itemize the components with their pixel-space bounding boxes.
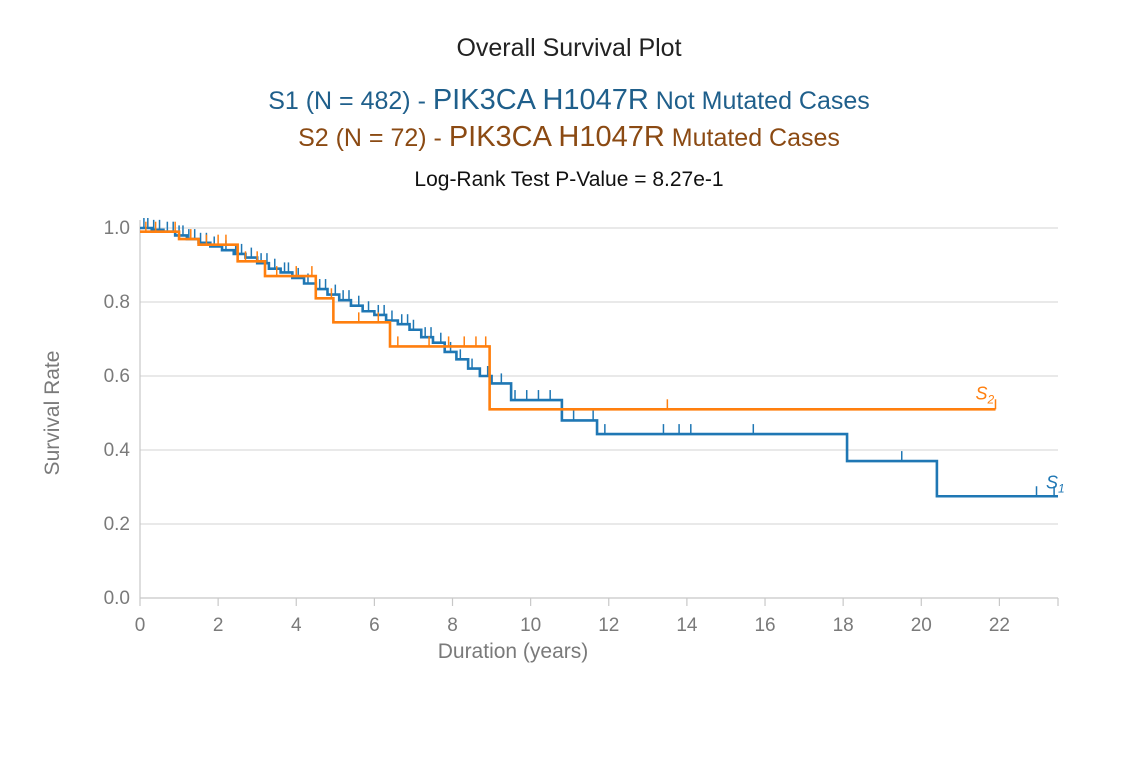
series-1-gene: PIK3CA H1047R: [432, 84, 649, 116]
y-tick-label: 0.8: [104, 292, 130, 313]
series-2-description: S2 (N = 72) - PIK3CA H1047R Mutated Case…: [0, 121, 1138, 154]
x-tick-label: 8: [447, 615, 458, 636]
series-s1: S1: [140, 218, 1065, 498]
x-tick-label: 0: [135, 615, 146, 636]
axes: 0.0 0.2 0.4 0.6 0.8 1.0 0 2 4 6 8 10 12 14 16 18 20 22: [104, 218, 1059, 636]
y-tick-label: 0.6: [104, 366, 130, 387]
y-tick-label: 0.2: [104, 514, 130, 535]
x-tick-label: 6: [369, 615, 380, 636]
series-2-gene: PIK3CA H1047R: [448, 121, 665, 153]
x-tick-label: 2: [213, 615, 224, 636]
series-end-label: S2: [975, 383, 994, 406]
x-tick-label: 20: [911, 615, 932, 636]
survival-curves: S1 S2: [140, 218, 1065, 498]
x-tick-label: 4: [291, 615, 302, 636]
grid-lines: [140, 227, 1058, 525]
x-axis-title: Duration (years): [438, 640, 589, 663]
survival-step-line: [140, 230, 996, 411]
series-1-prefix: S1 (N = 482) -: [268, 87, 433, 115]
y-tick-label: 0.0: [104, 588, 130, 609]
series-2-suffix: Mutated Cases: [664, 124, 840, 152]
series-2-prefix: S2 (N = 72) -: [298, 124, 449, 152]
x-tick-label: 10: [520, 615, 541, 636]
y-axis-title: Survival Rate: [41, 351, 64, 476]
y-tick-label: 1.0: [104, 218, 130, 239]
x-tick-label: 18: [833, 615, 854, 636]
y-tick-label: 0.4: [104, 440, 131, 461]
x-tick-label: 16: [754, 615, 775, 636]
x-tick-label: 12: [598, 615, 619, 636]
series-end-label: S1: [1046, 472, 1065, 495]
x-tick-label: 22: [989, 615, 1010, 636]
series-1-suffix: Not Mutated Cases: [648, 87, 870, 115]
series-1-description: S1 (N = 482) - PIK3CA H1047R Not Mutated…: [0, 84, 1138, 117]
plot-title: Overall Survival Plot: [456, 34, 682, 62]
log-rank-pvalue: Log-Rank Test P-Value = 8.27e-1: [414, 168, 724, 191]
survival-step-line: [140, 226, 1058, 498]
series-s2: S2: [140, 221, 997, 411]
x-tick-label: 14: [676, 615, 698, 636]
